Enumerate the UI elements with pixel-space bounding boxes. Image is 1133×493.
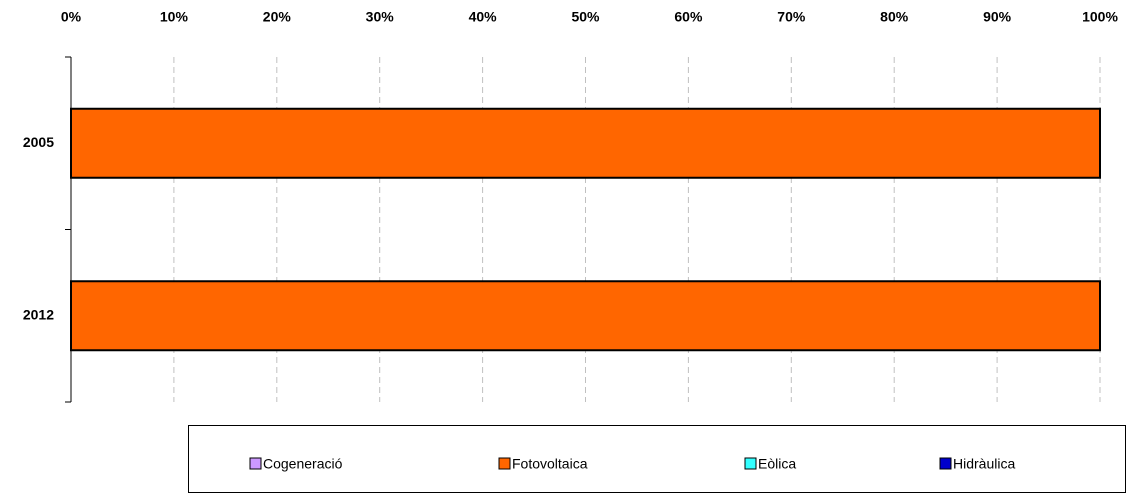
x-tick-label: 70%: [777, 9, 806, 25]
x-tick-label: 90%: [983, 9, 1012, 25]
legend-label: Hidràulica: [953, 456, 1015, 472]
legend-swatch: [498, 457, 511, 470]
x-tick-label: 30%: [366, 9, 395, 25]
x-tick-label: 40%: [469, 9, 498, 25]
y-tick-label: 2012: [23, 306, 54, 322]
x-tick-label: 100%: [1082, 9, 1118, 25]
legend-label: Cogeneració: [263, 456, 343, 472]
legend-swatch: [939, 457, 952, 470]
y-tick-label: 2005: [23, 134, 54, 150]
x-tick-label: 60%: [674, 9, 703, 25]
legend-swatch: [744, 457, 757, 470]
x-tick-label: 0%: [61, 9, 82, 25]
bar-segment: [70, 107, 1101, 179]
x-tick-label: 20%: [263, 9, 292, 25]
bar-segment: [70, 280, 1101, 352]
legend-label: Fotovoltaica: [512, 456, 588, 472]
legend-box: [188, 425, 1126, 493]
x-tick-label: 80%: [880, 9, 909, 25]
x-tick-label: 50%: [571, 9, 600, 25]
legend-label: Eòlica: [758, 456, 796, 472]
legend-swatch: [249, 457, 262, 470]
x-tick-label: 10%: [160, 9, 189, 25]
